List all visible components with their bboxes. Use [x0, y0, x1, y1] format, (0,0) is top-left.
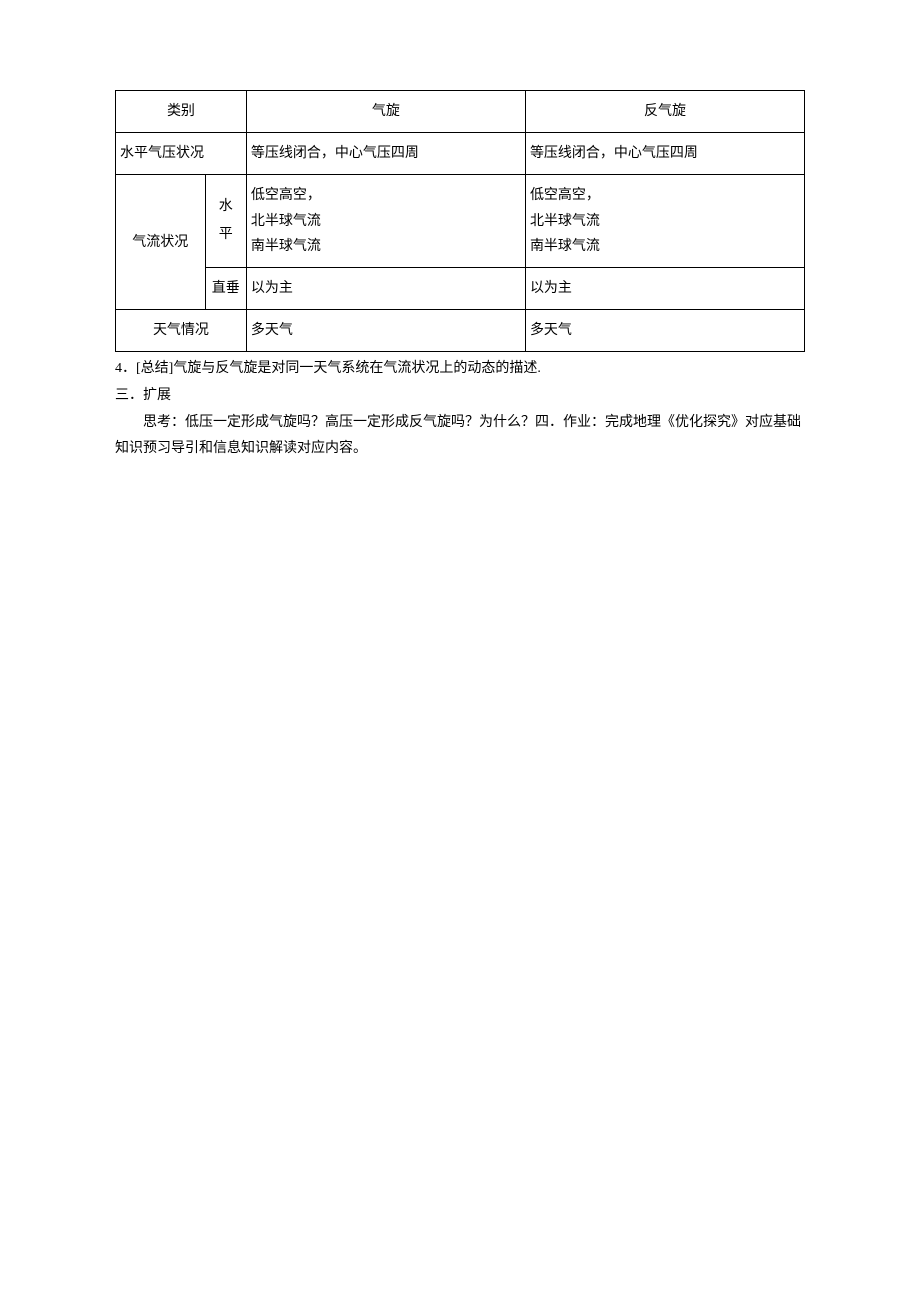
row-weather-label: 天气情况 — [116, 310, 247, 352]
horizontal-char-1: 水 — [210, 193, 242, 221]
anticyclone-line-3: 南半球气流 — [530, 234, 800, 259]
row-airflow-horizontal-cyclone: 低空高空， 北半球气流 南半球气流 — [246, 175, 525, 268]
row-airflow-vertical-cyclone: 以为主 — [246, 267, 525, 309]
header-category: 类别 — [116, 91, 247, 133]
row-airflow-vertical-anticyclone: 以为主 — [525, 267, 804, 309]
table-row: 直垂 以为主 以为主 — [116, 267, 805, 309]
cyclone-line-1: 低空高空， — [251, 183, 521, 208]
paragraph-extension: 三．扩展 — [115, 383, 805, 410]
row-pressure-anticyclone: 等压线闭合，中心气压四周 — [525, 133, 804, 175]
row-weather-cyclone: 多天气 — [246, 310, 525, 352]
row-pressure-cyclone: 等压线闭合，中心气压四周 — [246, 133, 525, 175]
table-row: 气流状况 水 平 低空高空， 北半球气流 南半球气流 低空高空， 北半球气流 南… — [116, 175, 805, 268]
cyclone-line-2: 北半球气流 — [251, 209, 521, 234]
row-pressure-label: 水平气压状况 — [116, 133, 247, 175]
table-row: 类别 气旋 反气旋 — [116, 91, 805, 133]
table-row: 天气情况 多天气 多天气 — [116, 310, 805, 352]
row-airflow-horizontal-label: 水 平 — [205, 175, 246, 268]
table-row: 水平气压状况 等压线闭合，中心气压四周 等压线闭合，中心气压四周 — [116, 133, 805, 175]
row-airflow-label: 气流状况 — [116, 175, 206, 310]
paragraph-summary: 4．[总结]气旋与反气旋是对同一天气系统在气流状况上的动态的描述. — [115, 356, 805, 383]
header-cyclone: 气旋 — [246, 91, 525, 133]
comparison-table: 类别 气旋 反气旋 水平气压状况 等压线闭合，中心气压四周 等压线闭合，中心气压… — [115, 90, 805, 352]
anticyclone-line-1: 低空高空， — [530, 183, 800, 208]
row-airflow-horizontal-anticyclone: 低空高空， 北半球气流 南半球气流 — [525, 175, 804, 268]
cyclone-line-3: 南半球气流 — [251, 234, 521, 259]
header-anticyclone: 反气旋 — [525, 91, 804, 133]
row-airflow-vertical-label: 直垂 — [205, 267, 246, 309]
paragraph-think: 思考：低压一定形成气旋吗？高压一定形成反气旋吗？为什么？四．作业：完成地理《优化… — [115, 410, 805, 463]
anticyclone-line-2: 北半球气流 — [530, 209, 800, 234]
horizontal-char-2: 平 — [210, 221, 242, 249]
row-weather-anticyclone: 多天气 — [525, 310, 804, 352]
